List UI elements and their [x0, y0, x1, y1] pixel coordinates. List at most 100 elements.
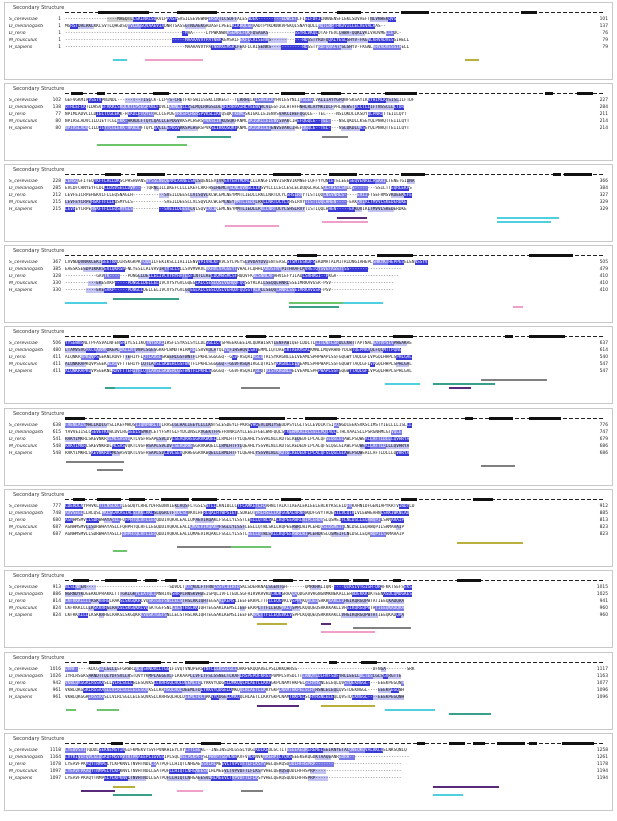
secondary-structure-label: Secondary Structure	[13, 86, 65, 92]
residue-run: HGA	[190, 776, 198, 781]
residue-run: LLELIVCV	[148, 274, 170, 279]
residue-run: LKFKK	[65, 613, 79, 618]
residue-run: SM	[331, 532, 337, 537]
residue-run: MTLIEDLLR	[237, 207, 261, 212]
residue-run: KQHR	[281, 667, 292, 672]
residue-run: TA	[370, 606, 376, 611]
residue-run: LLKEFLRKFH	[184, 186, 212, 191]
start-position: 680	[52, 518, 61, 523]
residue-run: QDDIVQKAL	[156, 532, 180, 537]
secondary-structure-track	[65, 254, 605, 257]
residue-run: GEELS	[127, 430, 141, 435]
residue-run: KKKLLL	[72, 606, 89, 611]
residue-run: -------	[140, 200, 159, 205]
residue-run: LRAK	[109, 599, 120, 604]
sequence-residues: ADVSEGLLLRLQSLMKLSGAKASIALSLKKLHKLSLQGRC…	[65, 511, 588, 517]
residue-run: ELYLKPKNV	[104, 776, 128, 781]
secondary-structure-track	[65, 173, 605, 176]
residue-run: GLLDELLEL	[135, 281, 159, 286]
residue-run: ---	[65, 274, 73, 279]
residue-run: LPKHLSGG	[195, 355, 217, 360]
end-position: 747	[599, 430, 608, 435]
feature-annotation-bar	[449, 713, 491, 715]
residue-run: VAKCIHEFQG	[278, 112, 305, 117]
residue-run: YAVV	[65, 430, 76, 435]
residue-run: PEL	[297, 681, 305, 686]
residue-run: EISPQ	[203, 592, 217, 597]
residue-run: LLHIQTL	[169, 769, 188, 774]
species-name: M_musculus	[9, 200, 38, 205]
residue-run: KNEKALLEH	[328, 592, 352, 597]
start-position: 687	[52, 525, 61, 530]
residue-run: TISTIQQ	[304, 200, 324, 205]
feature-annotation-bar	[481, 379, 547, 381]
residue-run: EDRH--	[338, 755, 355, 760]
residue-run: QVNF-	[65, 667, 79, 672]
residue-run: SGIH	[391, 45, 402, 50]
residue-run: ----	[362, 776, 373, 781]
species-name: S_cerevisiae	[9, 423, 38, 428]
residue-run: IVCVYSYGVL	[158, 281, 185, 286]
start-position: 77	[55, 112, 61, 117]
residue-run: LQS	[325, 525, 334, 530]
residue-run: EAM	[299, 362, 308, 367]
helix-segment	[329, 335, 341, 338]
residue-run: LALCSE	[195, 281, 212, 286]
residue-run: IFIVQT	[169, 667, 186, 672]
residue-run: VKVLHF	[187, 511, 204, 516]
residue-run: TT	[385, 186, 391, 191]
residue-run: LREDEDF	[289, 451, 308, 456]
species-name: D_melanogaster	[9, 674, 43, 679]
start-position: 1078	[49, 762, 61, 767]
residue-run: VIFQVLGLD	[78, 755, 102, 760]
residue-run: FAENLAIS	[65, 423, 86, 428]
residue-run: SPPLKQQQEQ	[291, 613, 319, 618]
residue-run: LQVHRYA	[391, 437, 410, 442]
residue-run: LYRKVYQDG	[200, 681, 225, 686]
residue-run: LYEWVSVI	[65, 748, 86, 753]
residue-run: ALES	[237, 17, 248, 22]
alignment-row: S_cerevisiae 777 CDERDLNYPHVKLTTLNSLKLPLEG…	[9, 504, 608, 510]
species-name: D_rerio	[9, 762, 26, 767]
residue-run: YFCAMKE	[237, 504, 256, 509]
residue-run: -S-CHE	[166, 98, 183, 103]
residue-run: GLRA	[106, 606, 118, 611]
residue-run: VHG	[250, 423, 258, 428]
helix-segment	[161, 498, 189, 501]
residue-run: KLLNRTDCYL	[260, 193, 287, 198]
residue-run: ---------	[377, 267, 402, 272]
residue-run: RLKYKSLEID	[320, 504, 347, 509]
residue-run: LWIPLEHD	[299, 525, 321, 530]
residue-run: ---	[70, 288, 79, 293]
residue-run: --------	[357, 762, 378, 767]
residue-run: LLEG	[145, 532, 157, 537]
feature-annotation-bar	[97, 469, 123, 471]
start-position: 215	[52, 200, 61, 205]
residue-run: LKNIDLLC	[216, 504, 238, 509]
residue-run: LKFKKKLLLL	[65, 599, 92, 604]
residue-run: TDF	[406, 98, 415, 103]
alignment-row: D_melanogaster 1 MGRSTDRLRKLKKLSVTLQHGDSQY…	[9, 24, 608, 30]
residue-run: NLRD	[106, 362, 118, 367]
residue-run: KALEAL	[171, 518, 188, 523]
residue-run: IVTGISH-DR	[354, 585, 381, 590]
residue-run: KFLCRI	[242, 45, 259, 50]
end-position: 540	[599, 355, 608, 360]
species-name: D_rerio	[9, 681, 26, 686]
residue-run: SGYRLKL	[244, 281, 264, 286]
residue-run: EYFLDL	[88, 186, 105, 191]
residue-run: AA---	[187, 31, 201, 36]
helix-segment	[111, 742, 123, 745]
helix-segment	[401, 254, 413, 257]
helix-segment	[289, 92, 297, 95]
residue-run: SPA	[221, 341, 230, 346]
feature-annotation-bar	[337, 302, 383, 304]
residue-run: TQDDL	[85, 748, 99, 753]
residue-run: S-----	[351, 186, 368, 191]
end-position: 1258	[596, 748, 608, 753]
residue-run: FQSAGKS	[250, 31, 269, 36]
sequence-residues: RAKYIMKRLSKEVNKRDLMCSASVQKTLVGFHSAPLSVLD…	[65, 451, 588, 457]
species-name: D_rerio	[9, 274, 26, 279]
species-name: H_sapiens	[9, 451, 33, 456]
residue-run: MKLS	[101, 511, 112, 516]
